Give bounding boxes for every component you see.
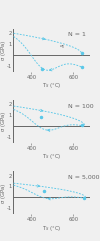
Text: N = 100: N = 100 [68,104,94,109]
Text: $\sigma_0$: $\sigma_0$ [59,43,65,51]
Text: N = 1: N = 1 [68,32,86,37]
Y-axis label: σ (GPa): σ (GPa) [1,41,6,60]
Y-axis label: σ (GPa): σ (GPa) [1,112,6,131]
X-axis label: T$_S$ (°C): T$_S$ (°C) [42,224,61,233]
Y-axis label: σ (GPa): σ (GPa) [1,183,6,202]
X-axis label: T$_S$ (°C): T$_S$ (°C) [42,153,61,161]
Text: N = 5,000: N = 5,000 [68,175,100,180]
X-axis label: T$_S$ (°C): T$_S$ (°C) [42,81,61,90]
